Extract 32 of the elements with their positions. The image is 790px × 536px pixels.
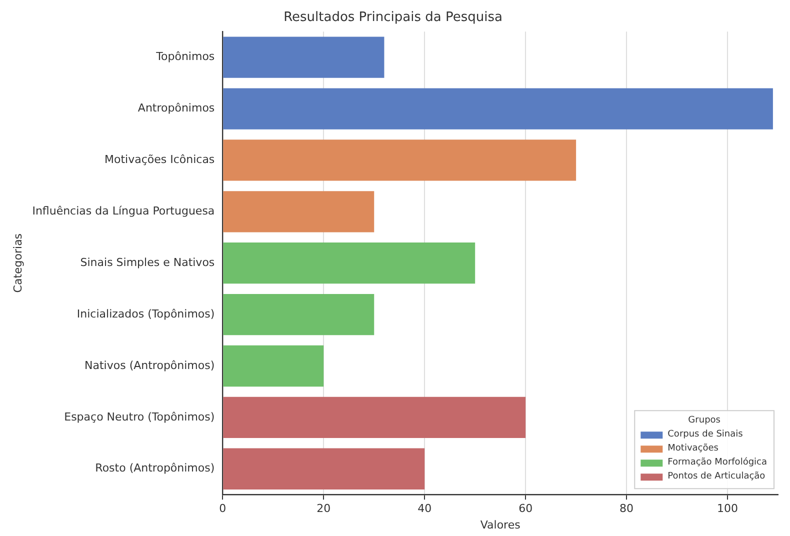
y-tick-label: Topônimos: [155, 50, 215, 64]
bar: [223, 396, 526, 438]
bar: [223, 191, 374, 232]
legend-title: Grupos: [688, 415, 721, 426]
y-tick-label: Inicializados (Topônimos): [76, 307, 215, 320]
legend-label: Formação Morfológica: [668, 456, 768, 468]
legend-label: Motivações: [668, 443, 719, 454]
bar: [223, 242, 476, 284]
bar: [223, 140, 576, 181]
x-tick-label: 80: [620, 502, 634, 516]
bar: [223, 294, 374, 336]
bar: [223, 36, 384, 78]
legend-label: Corpus de Sinais: [668, 429, 744, 440]
y-tick-label: Rosto (Antropônimos): [95, 462, 215, 475]
x-tick-label: 100: [717, 502, 738, 516]
chart-title: Resultados Principais da Pesquisa: [284, 10, 502, 26]
y-tick-label: Motivações Icônicas: [104, 153, 215, 166]
y-tick-label: Antropônimos: [138, 102, 215, 115]
y-tick-label: Espaço Neutro (Topônimos): [64, 410, 215, 424]
x-tick-label: 20: [316, 502, 331, 516]
legend-label: Pontos de Articulação: [668, 471, 766, 482]
y-tick-label: Nativos (Antropônimos): [84, 358, 215, 372]
bar: [223, 88, 773, 130]
bar: [223, 448, 425, 490]
x-axis-title: Valores: [480, 518, 521, 532]
x-tick-label: 0: [219, 502, 226, 516]
y-tick-label: Influências da Língua Portuguesa: [32, 204, 215, 218]
bar: [223, 345, 324, 387]
x-tick-label: 40: [418, 502, 432, 516]
y-axis-title: Categorias: [11, 233, 24, 293]
y-tick-label: Sinais Simples e Nativos: [80, 256, 215, 269]
x-tick-label: 60: [518, 502, 533, 516]
